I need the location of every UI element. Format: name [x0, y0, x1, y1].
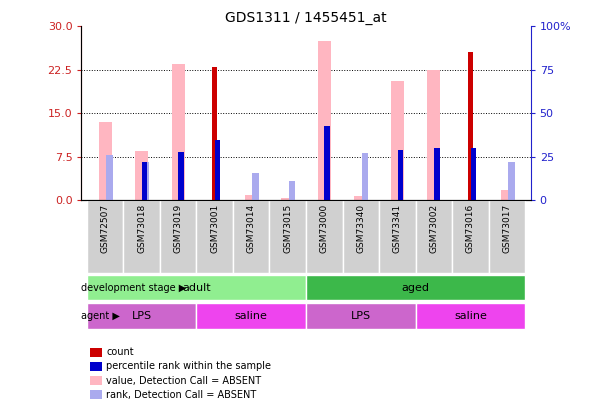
Text: GSM73017: GSM73017: [502, 204, 511, 254]
Bar: [452, 200, 488, 273]
Bar: [270, 200, 306, 273]
Bar: [197, 303, 306, 328]
Bar: [306, 275, 525, 300]
Text: GSM73019: GSM73019: [174, 204, 183, 254]
Bar: [282, 198, 294, 200]
Text: GSM73340: GSM73340: [356, 204, 365, 253]
Bar: [324, 126, 330, 200]
Bar: [90, 362, 102, 371]
Bar: [397, 150, 403, 200]
Bar: [142, 162, 147, 200]
Bar: [379, 200, 415, 273]
Bar: [428, 70, 440, 200]
Text: count: count: [106, 347, 134, 357]
Bar: [197, 200, 233, 273]
Text: GSM73341: GSM73341: [393, 204, 402, 253]
Bar: [87, 200, 124, 273]
Bar: [90, 376, 102, 385]
Text: GSM73014: GSM73014: [247, 204, 256, 253]
Text: saline: saline: [454, 311, 487, 321]
Bar: [434, 148, 440, 200]
Bar: [87, 303, 197, 328]
Text: GSM73018: GSM73018: [137, 204, 146, 254]
Bar: [172, 64, 185, 200]
Bar: [99, 122, 112, 200]
Bar: [212, 67, 218, 200]
Bar: [215, 139, 220, 200]
Bar: [318, 41, 330, 200]
Text: LPS: LPS: [351, 311, 371, 321]
Text: percentile rank within the sample: percentile rank within the sample: [106, 361, 271, 371]
Bar: [245, 195, 257, 200]
Bar: [415, 200, 452, 273]
Bar: [306, 303, 415, 328]
Bar: [355, 196, 367, 200]
Text: GSM72507: GSM72507: [101, 204, 110, 253]
Bar: [391, 81, 404, 200]
Bar: [87, 275, 306, 300]
Text: LPS: LPS: [131, 311, 152, 321]
Bar: [415, 303, 525, 328]
Bar: [143, 162, 150, 200]
Bar: [124, 200, 160, 273]
Text: rank, Detection Call = ABSENT: rank, Detection Call = ABSENT: [106, 390, 256, 400]
Bar: [90, 390, 102, 399]
Bar: [233, 200, 270, 273]
Bar: [306, 200, 343, 273]
Text: saline: saline: [235, 311, 268, 321]
Text: value, Detection Call = ABSENT: value, Detection Call = ABSENT: [106, 375, 261, 386]
Text: adult: adult: [182, 283, 211, 292]
Bar: [470, 148, 476, 200]
Bar: [252, 173, 259, 200]
Text: GSM73016: GSM73016: [466, 204, 475, 254]
Bar: [343, 200, 379, 273]
Bar: [160, 200, 197, 273]
Text: GSM73002: GSM73002: [429, 204, 438, 253]
Text: development stage ▶: development stage ▶: [81, 283, 187, 292]
Bar: [362, 153, 368, 200]
Title: GDS1311 / 1455451_at: GDS1311 / 1455451_at: [225, 11, 387, 25]
Bar: [106, 155, 113, 200]
Bar: [500, 190, 513, 200]
Text: GSM73000: GSM73000: [320, 204, 329, 254]
Bar: [289, 181, 295, 200]
Bar: [468, 52, 473, 200]
Bar: [488, 200, 525, 273]
Bar: [90, 347, 102, 357]
Bar: [135, 151, 148, 200]
Text: GSM73001: GSM73001: [210, 204, 219, 254]
Text: aged: aged: [402, 283, 429, 292]
Bar: [178, 152, 184, 200]
Text: agent ▶: agent ▶: [81, 311, 120, 321]
Text: GSM73015: GSM73015: [283, 204, 292, 254]
Bar: [508, 162, 514, 200]
